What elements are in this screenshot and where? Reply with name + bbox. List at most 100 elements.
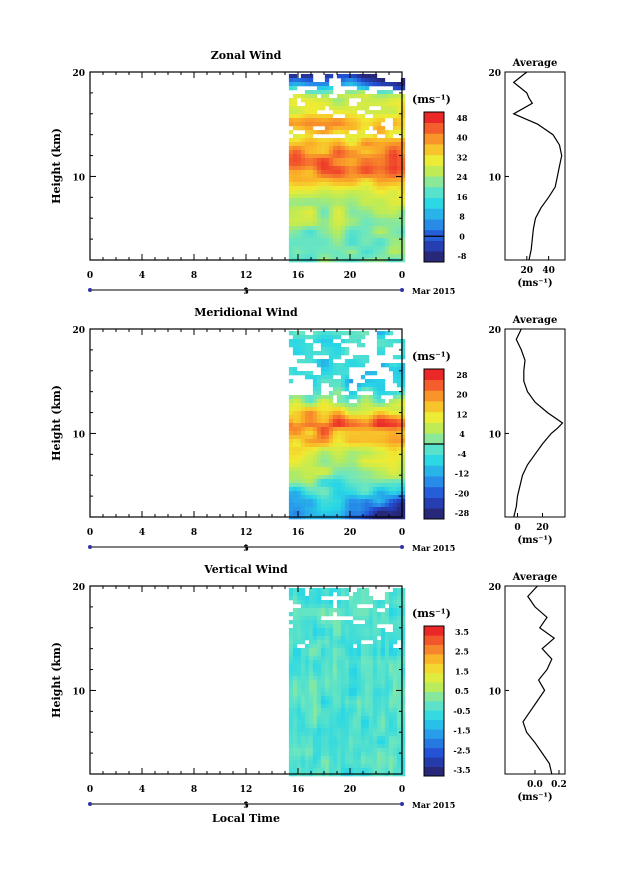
- heatmap-cell: [348, 720, 354, 725]
- heatmap-cell: [304, 435, 310, 440]
- heatmap-cell: [320, 487, 326, 492]
- heatmap-cell: [308, 359, 314, 364]
- heatmap-cell: [344, 600, 350, 605]
- heatmap-cell: [372, 656, 378, 661]
- heatmap-cell: [324, 150, 330, 155]
- heatmap-cell: [292, 174, 298, 179]
- heatmap-cell: [384, 712, 390, 717]
- heatmap-cell: [396, 399, 402, 404]
- heatmap-cell: [356, 483, 362, 488]
- heatmap-cell: [312, 439, 318, 444]
- heatmap-cell: [396, 206, 402, 211]
- heatmap-cell: [328, 198, 334, 203]
- heatmap-cell: [392, 592, 398, 597]
- heatmap-cell: [380, 202, 386, 207]
- heatmap-cell: [356, 704, 362, 709]
- heatmap-cell: [316, 431, 322, 436]
- heatmap-cell: [336, 162, 342, 167]
- heatmap-cell: [356, 206, 362, 211]
- colorbar-tick-label: 48: [456, 113, 468, 123]
- heatmap-cell: [320, 363, 326, 368]
- heatmap-cell: [304, 82, 310, 87]
- heatmap-cell: [384, 756, 390, 761]
- colorbar-swatch: [424, 682, 444, 692]
- heatmap-cell: [392, 214, 398, 219]
- heatmap-cell: [380, 166, 386, 171]
- heatmap-cell: [320, 479, 326, 484]
- heatmap-cell: [384, 664, 390, 669]
- heatmap-cell: [356, 343, 362, 348]
- heatmap-cell: [392, 728, 398, 733]
- heatmap-cell: [356, 756, 362, 761]
- heatmap-cell: [352, 146, 358, 151]
- heatmap-cell: [292, 230, 298, 235]
- heatmap-cell: [348, 688, 354, 693]
- heatmap-cell: [376, 620, 382, 625]
- heatmap-cell: [392, 114, 398, 119]
- heatmap-cell: [304, 672, 310, 677]
- heatmap-cell: [328, 728, 334, 733]
- heatmap-cell: [304, 415, 310, 420]
- heatmap-cell: [348, 78, 354, 83]
- heatmap-cell: [376, 391, 382, 396]
- profile-x-label: (ms⁻¹): [517, 792, 552, 803]
- heatmap-cell: [300, 234, 306, 239]
- heatmap-cell: [392, 130, 398, 135]
- heatmap-cell: [308, 222, 314, 227]
- heatmap-cell: [356, 652, 362, 657]
- heatmap-cell: [328, 708, 334, 713]
- heatmap-cell: [380, 720, 386, 725]
- heatmap-cell: [368, 636, 374, 641]
- heatmap-cell: [300, 760, 306, 765]
- heatmap-cell: [308, 238, 314, 243]
- heatmap-cell: [348, 600, 354, 605]
- heatmap-cell: [328, 234, 334, 239]
- heatmap-cell: [332, 700, 338, 705]
- heatmap-cell: [340, 672, 346, 677]
- heatmap-cell: [380, 150, 386, 155]
- heatmap-cell: [356, 463, 362, 468]
- y-axis-label: Height (km): [50, 385, 63, 461]
- heatmap-cell: [372, 752, 378, 757]
- heatmap-cell: [364, 431, 370, 436]
- heatmap-cell: [296, 495, 302, 500]
- heatmap-cell: [360, 194, 366, 199]
- heatmap-cell: [300, 483, 306, 488]
- heatmap-cell: [304, 399, 310, 404]
- heatmap-cell: [372, 700, 378, 705]
- heatmap-cell: [316, 363, 322, 368]
- heatmap-cell: [384, 475, 390, 480]
- heatmap-cell: [348, 134, 354, 139]
- heatmap-cell: [316, 624, 322, 629]
- heatmap-cell: [356, 616, 362, 621]
- heatmap-cell: [340, 403, 346, 408]
- date-line-end-marker: [400, 545, 404, 549]
- heatmap-cell: [332, 636, 338, 641]
- heatmap-cell: [392, 399, 398, 404]
- heatmap-cell: [376, 487, 382, 492]
- heatmap-cell: [356, 254, 362, 259]
- heatmap-cell: [304, 335, 310, 340]
- heatmap-cell: [300, 214, 306, 219]
- heatmap-cell: [380, 391, 386, 396]
- heatmap-cell: [368, 676, 374, 681]
- heatmap-cell: [372, 688, 378, 693]
- heatmap-cell: [308, 708, 314, 713]
- heatmap-cell: [304, 507, 310, 512]
- heatmap-cell: [324, 74, 330, 79]
- heatmap-cell: [384, 419, 390, 424]
- heatmap-cell: [300, 463, 306, 468]
- heatmap-cell: [300, 724, 306, 729]
- heatmap-cell: [380, 471, 386, 476]
- heatmap-cell: [328, 246, 334, 251]
- heatmap-cell: [400, 491, 406, 496]
- heatmap-cell: [312, 479, 318, 484]
- heatmap-cell: [376, 250, 382, 255]
- heatmap-cell: [312, 339, 318, 344]
- heatmap-cell: [316, 138, 322, 143]
- heatmap-cell: [360, 628, 366, 633]
- heatmap-cell: [332, 451, 338, 456]
- heatmap-cell: [360, 190, 366, 195]
- heatmap-cell: [292, 748, 298, 753]
- heatmap-cell: [392, 242, 398, 247]
